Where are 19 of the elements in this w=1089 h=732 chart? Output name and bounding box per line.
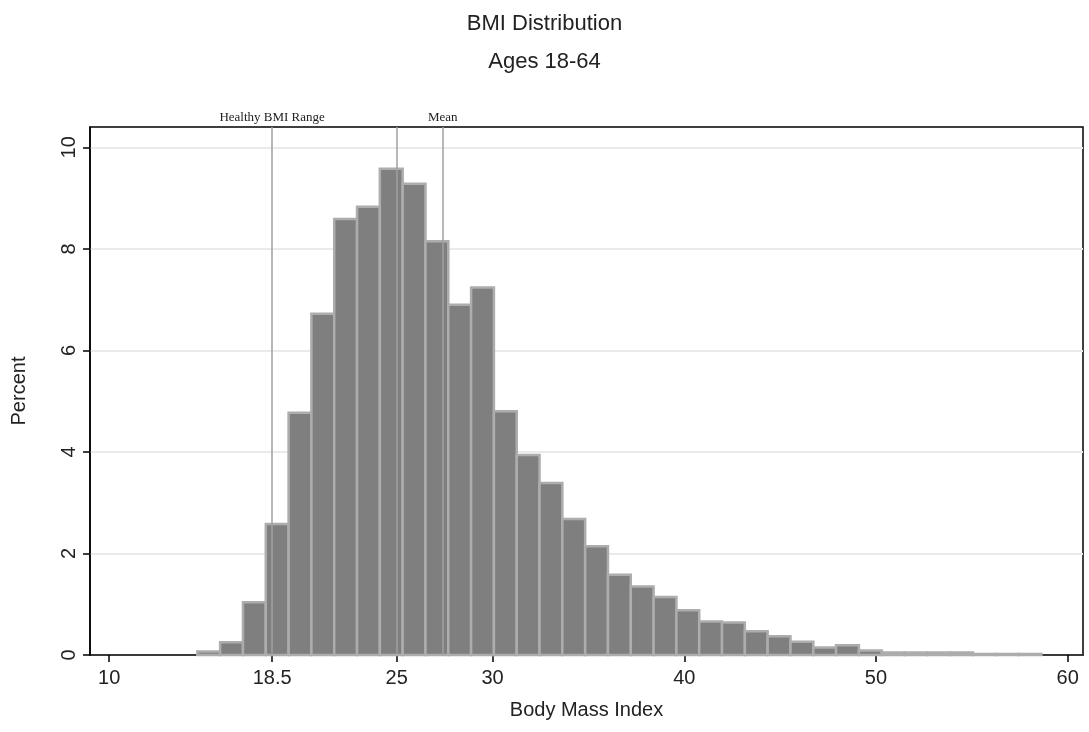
x-tick-label: 40 <box>673 666 696 688</box>
ref-line-label: Mean <box>427 109 459 124</box>
y-tick-label: 6 <box>57 344 79 356</box>
y-axis-title: Percent <box>7 356 29 426</box>
y-tick-label: 8 <box>57 243 79 255</box>
chart-subtitle: Ages 18-64 <box>488 47 601 73</box>
x-tick-label: 10 <box>98 666 121 688</box>
y-tick-label: 2 <box>57 547 79 560</box>
x-tick-label: 18.5 <box>252 666 292 688</box>
x-tick-label: 25 <box>385 666 408 688</box>
x-axis-title: Body Mass Index <box>509 698 664 720</box>
ref-line-label: Healthy BMI Range <box>219 109 326 124</box>
y-tick-label: 4 <box>57 446 79 458</box>
x-tick-label: 50 <box>864 666 888 688</box>
x-tick-label: 60 <box>1056 666 1079 688</box>
y-tick-label: 0 <box>57 649 79 661</box>
chart-title: BMI Distribution <box>466 9 623 35</box>
y-tick-label: 10 <box>57 136 79 159</box>
x-tick-label: 30 <box>481 666 504 688</box>
